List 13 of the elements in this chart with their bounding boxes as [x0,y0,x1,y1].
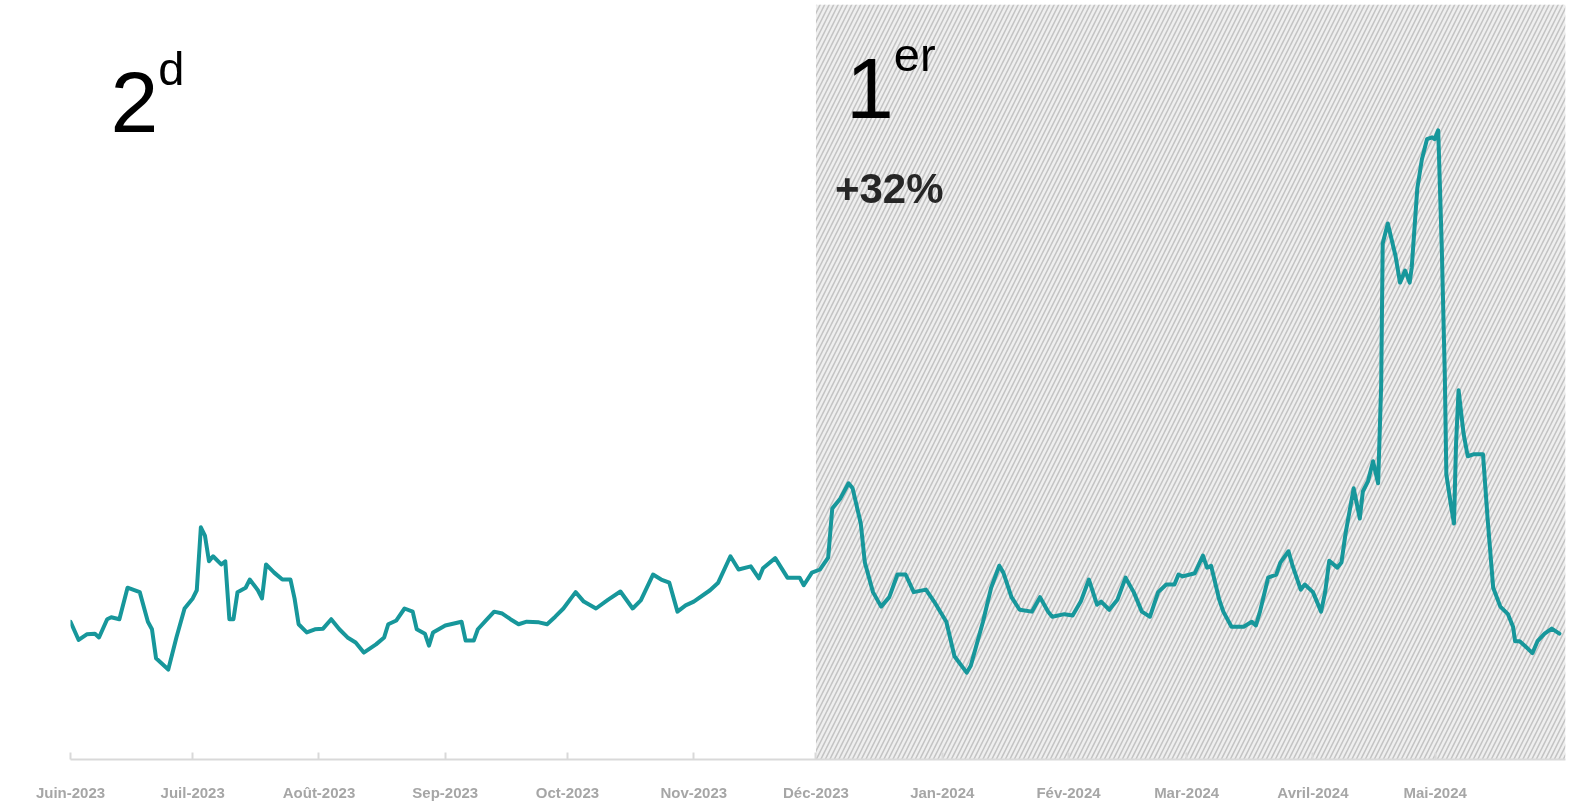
x-tick-label: Juil-2023 [160,783,225,801]
x-tick-label: Mar-2024 [1154,783,1220,801]
x-tick-label: Fév-2024 [1036,783,1102,801]
x-tick-label: Oct-2023 [535,783,600,801]
x-tick-label: Juin-2023 [35,783,106,801]
x-tick-label: Août-2023 [282,783,356,801]
x-tick-label: Nov-2023 [660,783,728,801]
x-tick-label: Mai-2024 [1403,783,1468,801]
x-tick-label: Déc-2023 [783,783,849,801]
x-tick-label: Avril-2024 [1277,783,1350,801]
x-tick-label: Sep-2023 [412,783,479,801]
x-tick-label: Jan-2024 [910,783,976,801]
annotation: +32% [834,165,944,212]
